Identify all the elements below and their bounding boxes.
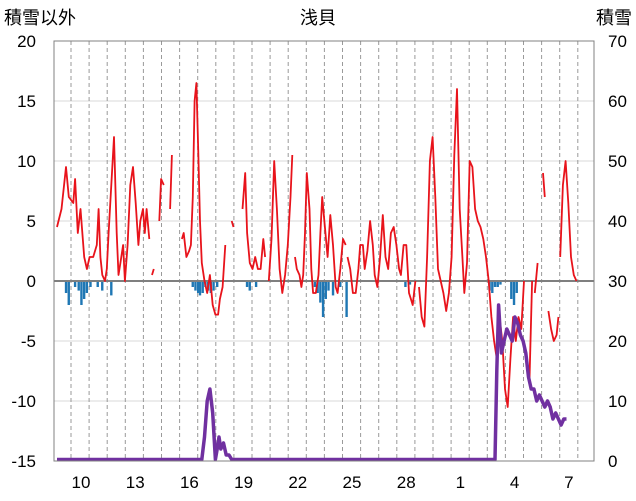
precipitation-bar [80, 281, 83, 305]
precipitation-bar [499, 281, 502, 285]
snow-depth-line [57, 303, 567, 462]
x-tick-label: 22 [288, 473, 307, 492]
precipitation-bar [212, 281, 215, 291]
precipitation-bar [345, 281, 348, 317]
right-tick-label: 40 [608, 212, 627, 231]
left-tick-label: -15 [11, 452, 36, 471]
precipitation-bar [248, 281, 251, 291]
grid [54, 40, 594, 462]
precipitation-bar [101, 281, 104, 291]
right-axis-title: 積雪 [596, 8, 632, 28]
precipitation-bar [201, 281, 204, 293]
plot-border [53, 40, 595, 462]
temperature-line [294, 172, 347, 294]
left-tick-label: -5 [21, 332, 36, 351]
temperature-line [528, 280, 533, 384]
precipitation-bar [245, 281, 249, 287]
snow-depth-series [57, 303, 567, 462]
precipitation-bar [408, 281, 412, 285]
precipitation-bar [496, 281, 499, 287]
temperature-line [169, 154, 173, 210]
precipitation-bar [96, 281, 99, 287]
temperature-line [158, 178, 165, 222]
right-tick-label: 20 [608, 332, 627, 351]
temperature-line [418, 88, 525, 408]
left-tick-label: 5 [27, 212, 36, 231]
right-tick-label: 10 [608, 392, 627, 411]
x-tick-label: 1 [456, 473, 465, 492]
left-axis-ticks: 20 15 10 5 0 -5 -10 -15 [11, 32, 36, 471]
precipitation-bar [316, 281, 319, 293]
precipitation-bar [110, 281, 113, 296]
precipitation-bar [77, 281, 80, 291]
temperature-line [267, 154, 294, 294]
precipitation-bar [89, 281, 92, 287]
plot-frame [53, 40, 595, 462]
right-tick-label: 0 [608, 452, 617, 471]
precipitation-bar [331, 281, 335, 296]
precipitation-bar [491, 281, 494, 293]
right-tick-label: 70 [608, 32, 627, 51]
x-tick-label: 19 [234, 473, 253, 492]
temperature-line [542, 172, 546, 198]
precipitation-bar [493, 281, 497, 287]
x-tick-label: 4 [510, 473, 519, 492]
x-tick-label: 7 [564, 473, 573, 492]
x-tick-label: 13 [126, 473, 145, 492]
precipitation-bar [82, 281, 86, 299]
temperature-line [547, 310, 560, 342]
temperature-line [559, 160, 578, 282]
left-tick-label: 10 [17, 152, 36, 171]
left-tick-label: 20 [17, 32, 36, 51]
temperature-line [346, 214, 417, 306]
precipitation-bar [254, 281, 258, 287]
precipitation-bar [321, 281, 325, 317]
right-tick-label: 30 [608, 272, 627, 291]
right-tick-label: 60 [608, 92, 627, 111]
chart-title: 浅貝 [300, 8, 336, 28]
temperature-line [241, 172, 266, 270]
temperature-line [151, 268, 155, 276]
temperature-line [230, 220, 235, 228]
precipitation-bar [196, 281, 200, 293]
precipitation-bar [327, 281, 330, 291]
precipitation-bar [198, 281, 202, 296]
precipitation-bar [85, 281, 89, 293]
left-axis-title: 積雪以外 [4, 8, 76, 28]
left-tick-label: 15 [17, 92, 36, 111]
precipitation-bar [512, 281, 516, 305]
precipitation-bar [215, 281, 219, 287]
precipitation-bar [191, 281, 194, 287]
precipitation-bar [510, 281, 513, 299]
precipitation-bar [404, 281, 407, 287]
precipitation-bar [64, 281, 68, 293]
x-tick-label: 25 [343, 473, 362, 492]
precipitation-bar [339, 281, 342, 287]
left-tick-label: -10 [11, 392, 36, 411]
temperature-series [56, 82, 578, 408]
right-tick-label: 50 [608, 152, 627, 171]
right-axis-ticks: 70 60 50 40 30 20 10 0 [608, 32, 627, 471]
temperature-line [181, 82, 227, 316]
x-tick-label: 10 [72, 473, 91, 492]
x-tick-label: 16 [180, 473, 199, 492]
precipitation-bar [319, 281, 322, 303]
precipitation-bar [313, 281, 317, 287]
precipitation-series [64, 281, 518, 317]
left-tick-label: 0 [27, 272, 36, 291]
temperature-line [533, 262, 539, 294]
precipitation-bar [194, 281, 197, 291]
precipitation-bar [515, 281, 518, 293]
precipitation-bar [324, 281, 327, 299]
precipitation-bar [73, 281, 77, 287]
x-tick-label: 28 [397, 473, 416, 492]
temperature-line [56, 136, 151, 282]
x-axis-ticks: 10 13 16 19 22 25 28 1 4 7 [72, 473, 574, 492]
precipitation-bar [67, 281, 70, 305]
